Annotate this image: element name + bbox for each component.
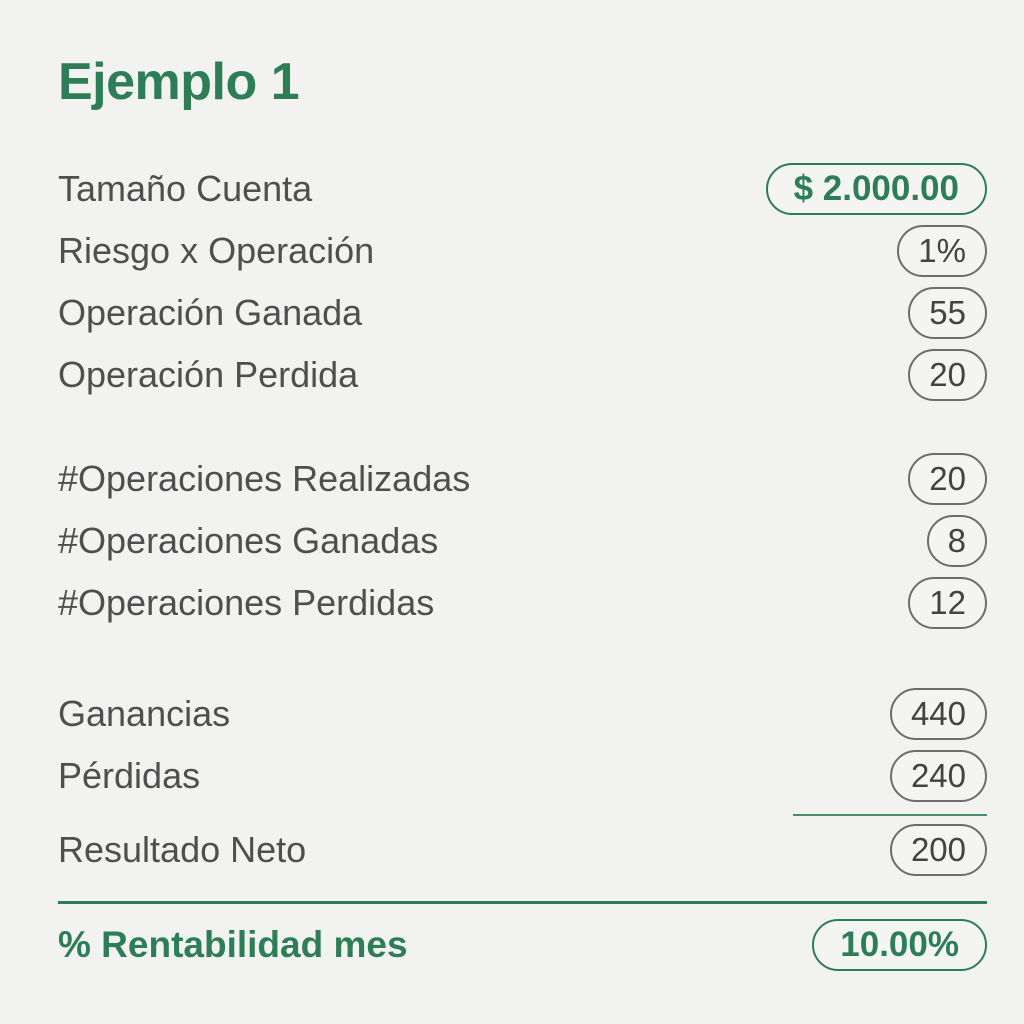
losses-value-pill: 240: [889, 750, 987, 802]
winning-trade-label: Operación Ganada: [58, 292, 363, 333]
total-divider: [58, 901, 987, 904]
row-risk-per-trade: Riesgo x Operación 1%: [58, 220, 987, 282]
row-losing-trade: Operación Perdida 20: [58, 344, 987, 406]
trades-lost-label: #Operaciones Perdidas: [58, 582, 435, 623]
gains-value-pill: 440: [889, 688, 987, 740]
page-title: Ejemplo 1: [58, 53, 300, 111]
losing-trade-value-pill: 20: [908, 349, 987, 401]
subtotal-divider: [793, 814, 987, 816]
gains-label: Ganancias: [58, 693, 231, 734]
risk-per-trade-label: Riesgo x Operación: [58, 230, 375, 271]
row-account-size: Tamaño Cuenta $ 2.000.00: [58, 158, 987, 220]
account-size-label: Tamaño Cuenta: [58, 168, 313, 209]
net-result-label: Resultado Neto: [58, 829, 307, 870]
row-gains: Ganancias 440: [58, 683, 987, 745]
losses-label: Pérdidas: [58, 755, 201, 796]
monthly-profitability-label: % Rentabilidad mes: [58, 924, 408, 965]
trades-lost-value-pill: 12: [908, 577, 987, 629]
group-trade-counts: #Operaciones Realizadas 20 #Operaciones …: [58, 448, 987, 634]
trades-won-label: #Operaciones Ganadas: [58, 520, 439, 561]
row-trades-lost: #Operaciones Perdidas 12: [58, 572, 987, 634]
account-size-value-pill: $ 2.000.00: [765, 163, 987, 215]
risk-per-trade-value-pill: 1%: [897, 225, 987, 277]
winning-trade-value-pill: 55: [908, 287, 987, 339]
trades-total-value-pill: 20: [908, 453, 987, 505]
monthly-profitability-value-pill: 10.00%: [812, 919, 987, 971]
row-trades-total: #Operaciones Realizadas 20: [58, 448, 987, 510]
row-winning-trade: Operación Ganada 55: [58, 282, 987, 344]
row-losses: Pérdidas 240: [58, 745, 987, 807]
trades-won-value-pill: 8: [926, 515, 987, 567]
row-monthly-profitability: % Rentabilidad mes 10.00%: [58, 914, 987, 976]
group-account-parameters: Tamaño Cuenta $ 2.000.00 Riesgo x Operac…: [58, 158, 987, 406]
row-net-result: Resultado Neto 200: [58, 819, 987, 881]
losing-trade-label: Operación Perdida: [58, 354, 359, 395]
group-results: Ganancias 440 Pérdidas 240 Resultado Net…: [58, 683, 987, 881]
row-trades-won: #Operaciones Ganadas 8: [58, 510, 987, 572]
net-result-value-pill: 200: [889, 824, 987, 876]
trades-total-label: #Operaciones Realizadas: [58, 458, 471, 499]
